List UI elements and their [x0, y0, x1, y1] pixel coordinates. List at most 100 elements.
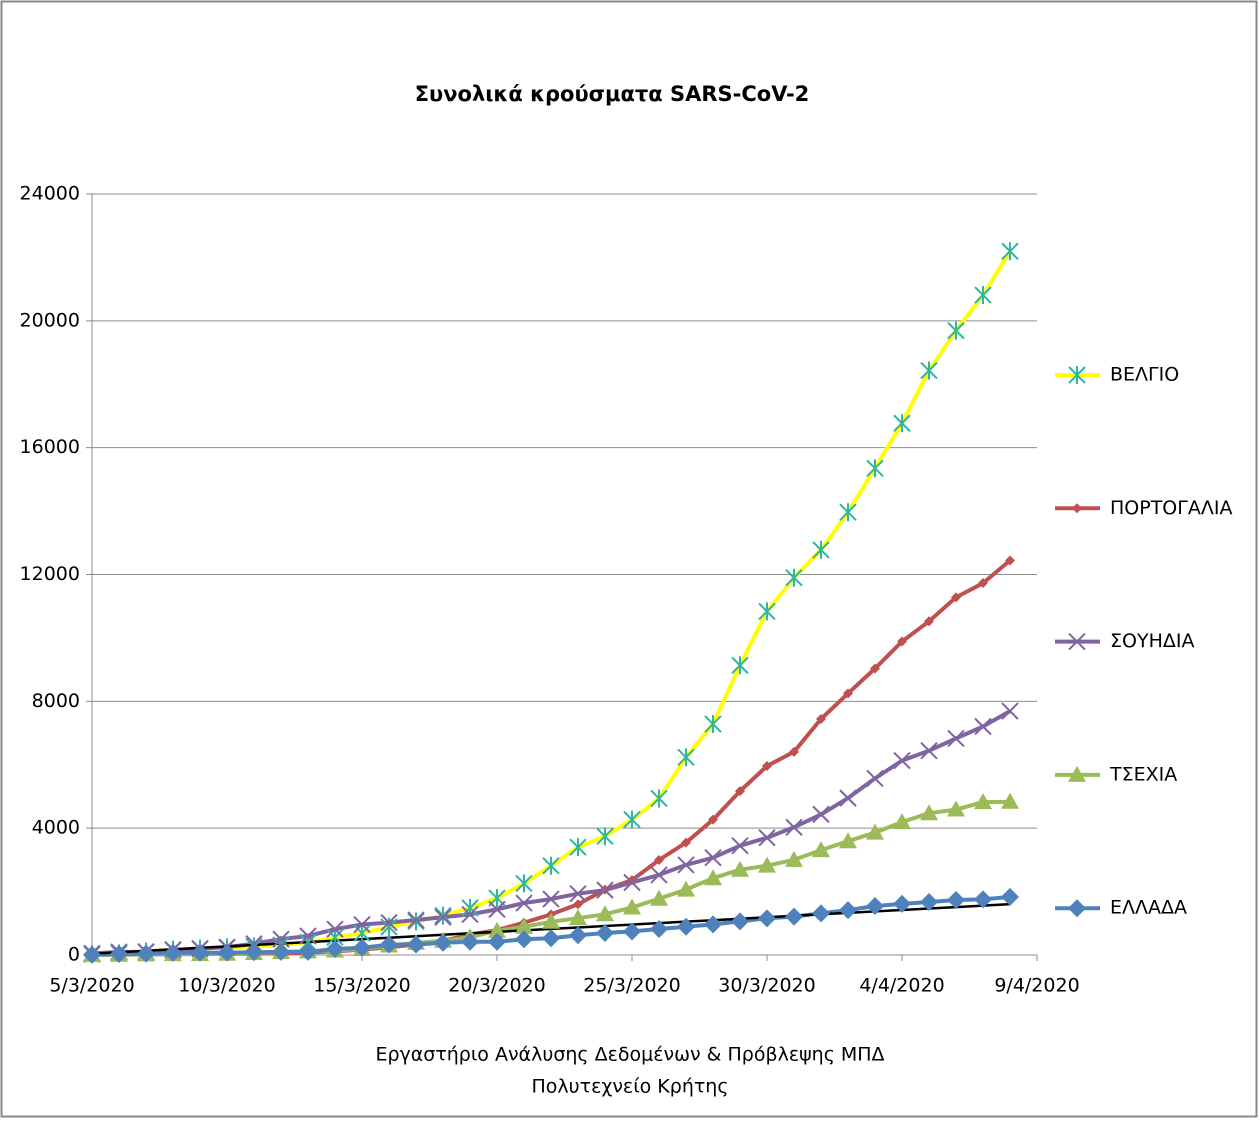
marker-shape [623, 810, 641, 829]
marker [866, 769, 884, 788]
marker [218, 943, 236, 962]
marker-shape [434, 933, 452, 952]
marker [731, 836, 749, 855]
marker-shape [542, 856, 560, 875]
marker [947, 729, 965, 748]
x-tick-label: 4/4/2020 [859, 975, 944, 997]
marker [893, 414, 911, 433]
marker-shape [947, 890, 965, 909]
marker [542, 912, 560, 929]
marker-shape [704, 715, 722, 734]
marker-shape [596, 827, 614, 846]
marker [893, 813, 911, 830]
marker [704, 869, 722, 886]
marker-shape [1072, 503, 1082, 514]
marker [299, 942, 317, 961]
marker-shape [137, 944, 155, 963]
marker-shape [627, 875, 637, 886]
marker-shape [650, 889, 668, 906]
marker-shape [488, 900, 506, 919]
marker [735, 786, 745, 797]
marker [677, 856, 695, 874]
marker [650, 789, 668, 808]
marker-shape [407, 912, 425, 931]
marker-shape [272, 942, 290, 961]
marker [920, 741, 938, 760]
marker-shape [897, 636, 907, 647]
marker [677, 748, 695, 767]
marker [650, 919, 668, 938]
y-tick-label: 0 [68, 944, 80, 966]
marker [920, 804, 938, 821]
marker-shape [218, 943, 236, 962]
marker [623, 810, 641, 829]
marker-shape [1068, 899, 1086, 918]
marker [843, 688, 853, 699]
marker-shape [569, 909, 587, 926]
marker-shape [708, 814, 718, 825]
marker [1072, 503, 1082, 514]
footer-line: Πολυτεχνείο Κρήτης [531, 1076, 728, 1098]
marker-shape [870, 663, 880, 674]
marker [866, 823, 884, 840]
marker-shape [978, 578, 988, 589]
marker [839, 832, 857, 849]
marker [137, 944, 155, 963]
marker [785, 907, 803, 926]
marker [542, 929, 560, 948]
marker-shape [654, 855, 664, 866]
marker-shape [326, 920, 344, 938]
marker [596, 881, 614, 899]
marker-shape [785, 850, 803, 867]
marker [1068, 765, 1086, 782]
marker-shape [866, 823, 884, 840]
marker-shape [245, 943, 263, 962]
marker [731, 860, 749, 877]
marker-shape [1068, 765, 1086, 782]
marker [839, 503, 857, 522]
marker [110, 945, 128, 964]
marker-shape [596, 881, 614, 899]
marker-shape [974, 890, 992, 909]
marker [731, 912, 749, 931]
marker-shape [974, 793, 992, 810]
marker-shape [731, 912, 749, 931]
y-tick-label: 24000 [20, 183, 80, 205]
marker [866, 897, 884, 916]
marker-shape [353, 938, 371, 957]
x-tick-label: 30/3/2020 [718, 975, 815, 997]
marker [758, 856, 776, 873]
marker [758, 909, 776, 928]
marker-shape [839, 832, 857, 849]
marker [1068, 632, 1086, 651]
marker [897, 636, 907, 647]
marker-shape [488, 932, 506, 951]
marker-shape [839, 789, 857, 807]
marker-shape [812, 540, 830, 559]
marker-shape [407, 935, 425, 954]
marker [650, 866, 668, 884]
marker [434, 933, 452, 952]
marker [870, 663, 880, 674]
marker-shape [515, 894, 533, 912]
marker-shape [731, 836, 749, 855]
marker [974, 717, 992, 736]
y-tick-label: 8000 [32, 690, 80, 712]
marker [515, 874, 533, 893]
marker [920, 361, 938, 380]
x-tick-label: 25/3/2020 [583, 975, 680, 997]
marker [974, 890, 992, 909]
marker-shape [974, 286, 992, 305]
marker-shape [515, 874, 533, 893]
marker-shape [569, 884, 587, 903]
marker [839, 901, 857, 920]
marker-shape [681, 837, 691, 848]
marker [677, 880, 695, 897]
marker-shape [569, 926, 587, 945]
marker-shape [947, 800, 965, 817]
marker-shape [920, 361, 938, 380]
marker [461, 905, 479, 924]
marker-shape [434, 906, 452, 925]
marker [569, 909, 587, 926]
